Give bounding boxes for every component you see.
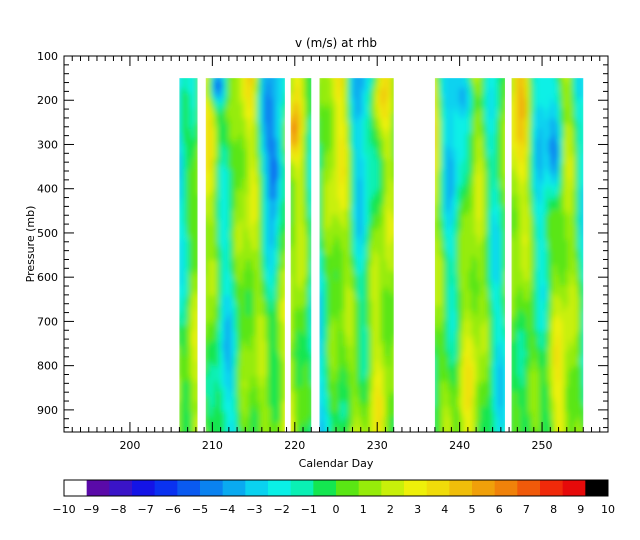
data-segment-2 xyxy=(290,78,312,432)
colorbar-tick-label: −7 xyxy=(137,503,153,516)
colorbar-swatch xyxy=(245,480,269,496)
x-tick-label: 210 xyxy=(202,439,223,452)
colorbar-swatch xyxy=(494,480,518,496)
data-segment-5 xyxy=(511,78,584,432)
colorbar-tick-label: −4 xyxy=(219,503,235,516)
colorbar-frame xyxy=(63,479,609,497)
y-tick-label: 400 xyxy=(37,183,58,196)
colorbar-swatch xyxy=(64,480,88,496)
colorbar-swatch xyxy=(472,480,496,496)
y-tick-label: 100 xyxy=(37,50,58,63)
colorbar-tick-label: 10 xyxy=(601,503,615,516)
x-tick-label: 200 xyxy=(119,439,140,452)
colorbar-swatch xyxy=(200,480,224,496)
data-segment-3 xyxy=(319,78,394,432)
colorbar-swatch xyxy=(177,480,201,496)
heatmap-data xyxy=(179,78,584,432)
colorbar-tick-label: −1 xyxy=(301,503,317,516)
colorbar-swatch xyxy=(222,480,246,496)
colorbar-tick-label: −9 xyxy=(83,503,99,516)
colorbar-swatch xyxy=(290,480,314,496)
colorbar-swatch xyxy=(449,480,473,496)
colorbar-swatch xyxy=(426,480,450,496)
colorbar-tick-label: 3 xyxy=(414,503,421,516)
x-tick-label: 230 xyxy=(367,439,388,452)
data-segment-4 xyxy=(434,78,505,432)
colorbar-tick-label: 1 xyxy=(360,503,367,516)
y-tick-label: 600 xyxy=(37,271,58,284)
colorbar-swatch xyxy=(313,480,337,496)
colorbar-tick-label: −6 xyxy=(165,503,181,516)
colorbar-tick-label: 9 xyxy=(577,503,584,516)
colorbar-swatch xyxy=(268,480,292,496)
y-axis-label: Pressure (mb) xyxy=(24,206,37,283)
colorbar-tick-label: 0 xyxy=(333,503,340,516)
data-segment-0 xyxy=(179,78,198,432)
colorbar-tick-labels: −10 −9 −8 −7 −6 −5 −4 −3 −2 −1 0 1 2 3 4 5 6 7 8 9 10 xyxy=(52,503,615,516)
colorbar-swatch xyxy=(154,480,178,496)
y-tick-label: 700 xyxy=(37,315,58,328)
colorbar-tick-label: −3 xyxy=(246,503,262,516)
colorbar-swatch xyxy=(86,480,110,496)
colorbar-tick-label: −5 xyxy=(192,503,208,516)
x-axis-ticks: 200 210 220 230 240 250 xyxy=(63,56,609,452)
chart-title: v (m/s) at rhb xyxy=(295,36,377,50)
colorbar-swatch xyxy=(132,480,156,496)
y-tick-label: 500 xyxy=(37,227,58,240)
x-tick-label: 240 xyxy=(449,439,470,452)
colorbar-swatch xyxy=(336,480,360,496)
y-tick-label: 800 xyxy=(37,360,58,373)
colorbar-swatch xyxy=(358,480,382,496)
colorbar-swatch xyxy=(404,480,428,496)
colorbar-swatch xyxy=(585,480,609,496)
colorbar-tick-label: 2 xyxy=(387,503,394,516)
colorbar-swatch xyxy=(381,480,405,496)
x-tick-label: 250 xyxy=(532,439,553,452)
colorbar-tick-label: 8 xyxy=(550,503,557,516)
colorbar-swatch xyxy=(562,480,586,496)
colorbar-swatch xyxy=(540,480,564,496)
colorbar-tick-label: 6 xyxy=(496,503,503,516)
y-axis-ticks: 100 200 300 400 500 600 700 800 900 xyxy=(37,50,608,429)
data-segment-1 xyxy=(205,78,285,432)
y-tick-label: 300 xyxy=(37,138,58,151)
colorbar-swatch xyxy=(109,480,133,496)
y-tick-label: 200 xyxy=(37,94,58,107)
y-tick-label: 900 xyxy=(37,404,58,417)
x-axis-label: Calendar Day xyxy=(299,457,374,470)
colorbar-tick-label: −2 xyxy=(273,503,289,516)
colorbar-swatch xyxy=(517,480,541,496)
x-tick-label: 220 xyxy=(284,439,305,452)
colorbar-tick-label: 7 xyxy=(523,503,530,516)
colorbar-tick-label: −8 xyxy=(110,503,126,516)
colorbar-tick-label: 5 xyxy=(469,503,476,516)
colorbar-tick-label: 4 xyxy=(441,503,448,516)
colorbar xyxy=(63,479,609,497)
colorbar-tick-label: −10 xyxy=(52,503,75,516)
